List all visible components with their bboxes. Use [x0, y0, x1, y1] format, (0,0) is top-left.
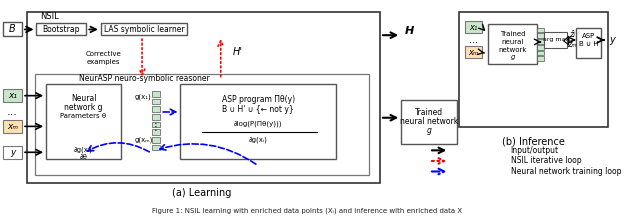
Bar	[576, 27, 601, 58]
Text: Trained: Trained	[500, 31, 525, 37]
Text: Neural network training loop: Neural network training loop	[511, 167, 621, 176]
Text: ∂g(xᵢ): ∂g(xᵢ)	[249, 136, 268, 143]
Bar	[538, 56, 544, 61]
Bar	[27, 12, 380, 183]
Bar	[3, 89, 22, 102]
Text: xₘ: xₘ	[468, 48, 478, 57]
Text: (b) Inference: (b) Inference	[502, 137, 565, 147]
Text: neural: neural	[501, 39, 524, 45]
Text: g: g	[510, 54, 515, 60]
Text: NSIL iterative loop: NSIL iterative loop	[511, 156, 581, 165]
Text: examples: examples	[87, 59, 120, 65]
Bar	[180, 84, 336, 159]
Bar	[538, 39, 544, 44]
Text: g(x₁): g(x₁)	[134, 93, 151, 100]
Bar	[465, 21, 482, 33]
Text: ∂log(P(Πθ(y))): ∂log(P(Πθ(y)))	[234, 120, 282, 127]
Bar	[46, 84, 121, 159]
Text: x₁: x₁	[469, 23, 477, 32]
Text: y: y	[10, 148, 15, 157]
Text: Neural: Neural	[71, 94, 96, 103]
Text: LAS symbolic learner: LAS symbolic learner	[104, 25, 184, 34]
Bar	[538, 51, 544, 55]
Bar	[152, 122, 160, 127]
Text: ...: ...	[468, 35, 477, 45]
Text: NSIL: NSIL	[40, 12, 59, 21]
Bar	[465, 46, 482, 58]
Text: Corrective: Corrective	[86, 51, 122, 57]
Bar	[152, 145, 160, 150]
Text: ASP: ASP	[582, 33, 595, 39]
Bar	[152, 106, 160, 112]
Text: NeurASP neuro-symbolic reasoner: NeurASP neuro-symbolic reasoner	[79, 74, 209, 83]
Text: Parameters θ: Parameters θ	[60, 113, 107, 119]
Text: H': H'	[233, 47, 243, 58]
Text: x₁: x₁	[8, 91, 17, 100]
Text: g: g	[427, 126, 431, 135]
Text: neural network: neural network	[400, 117, 458, 126]
Bar	[3, 120, 22, 133]
Text: arg max: arg max	[543, 37, 569, 43]
Text: B ∪ H: B ∪ H	[579, 41, 598, 47]
Bar	[401, 101, 457, 144]
Bar	[152, 91, 160, 97]
Text: Trained: Trained	[415, 108, 443, 118]
Bar	[100, 23, 187, 35]
Text: B ∪ H' ∪ {← not y}: B ∪ H' ∪ {← not y}	[222, 105, 294, 114]
Bar	[488, 24, 538, 64]
Text: Input/output: Input/output	[511, 146, 559, 155]
Text: ∂θ: ∂θ	[79, 154, 88, 160]
Text: Figure 1: NSIL learning with enriched data points (Xᵢ) and inference with enrich: Figure 1: NSIL learning with enriched da…	[152, 208, 462, 214]
Text: ⋮: ⋮	[150, 122, 161, 132]
Bar	[3, 146, 22, 159]
Text: H: H	[405, 26, 415, 36]
Text: xₘ: xₘ	[7, 122, 18, 131]
Text: B: B	[9, 25, 16, 34]
Bar	[152, 114, 160, 120]
Text: network g: network g	[64, 103, 103, 112]
Bar	[36, 23, 86, 35]
Bar	[538, 33, 544, 38]
Bar	[35, 74, 369, 175]
Bar	[152, 99, 160, 104]
Text: ∂g(xᵢ): ∂g(xᵢ)	[74, 146, 93, 153]
Bar	[538, 45, 544, 50]
Bar	[544, 32, 567, 48]
Text: g(xₘ): g(xₘ)	[134, 136, 153, 143]
Bar	[538, 27, 544, 32]
Text: network: network	[499, 47, 527, 53]
Bar	[459, 12, 607, 127]
Text: ASP program Πθ(y): ASP program Πθ(y)	[221, 95, 295, 104]
Bar	[152, 137, 160, 143]
Text: ...: ...	[7, 107, 18, 117]
Bar	[152, 129, 160, 135]
Text: (a) Learning: (a) Learning	[172, 188, 231, 198]
Text: y: y	[609, 35, 615, 45]
Text: ẑᵢ: ẑᵢ	[569, 30, 575, 39]
Text: Bootstrap: Bootstrap	[43, 25, 80, 34]
Text: ẑₘ: ẑₘ	[567, 40, 577, 49]
Bar	[3, 22, 22, 36]
